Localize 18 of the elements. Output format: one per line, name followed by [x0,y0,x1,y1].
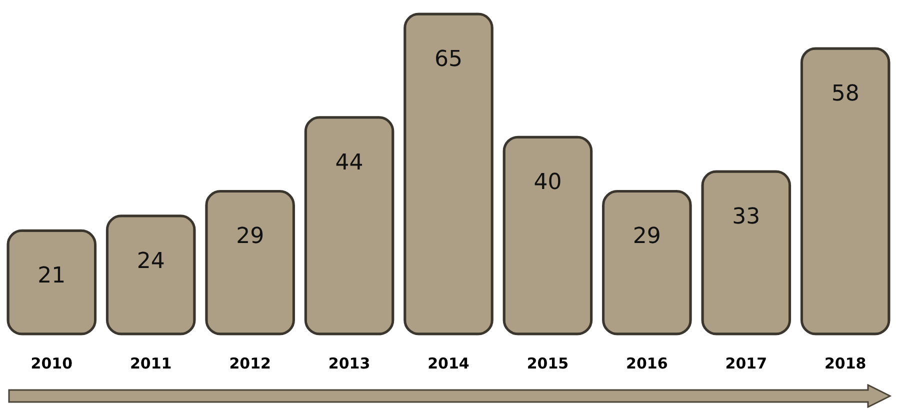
x-tick-label: 2015 [526,354,569,372]
data-label: 40 [534,170,562,196]
data-label: 21 [38,264,66,289]
x-tick-label: 2012 [229,354,271,372]
data-label: 29 [236,224,264,250]
x-tick-label: 2010 [30,354,73,372]
data-label: 33 [732,204,760,230]
x-tick-label: 2016 [626,354,668,372]
data-label: 58 [831,81,860,106]
x-tick-label: 2014 [428,354,470,372]
data-label: 44 [335,150,364,176]
x-tick-label: 2017 [725,354,768,372]
x-tick-label: 2013 [328,354,370,372]
x-tick-label: 2018 [824,354,866,372]
data-label: 24 [136,248,165,274]
data-label: 65 [434,47,462,72]
x-tick-label: 2011 [130,354,172,372]
data-label: 29 [632,224,661,250]
